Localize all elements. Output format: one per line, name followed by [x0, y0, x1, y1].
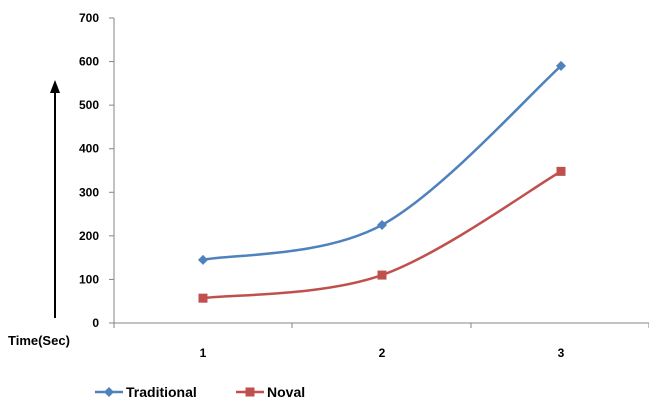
x-tick-label: 3 — [558, 346, 565, 360]
y-tick-label: 600 — [79, 55, 99, 69]
y-tick-labels: 0 100 200 300 400 500 600 700 — [79, 11, 114, 330]
data-point-traditional — [198, 254, 208, 265]
y-tick-label: 400 — [79, 142, 99, 156]
y-tick-label: 500 — [79, 98, 99, 112]
x-tick-labels: 1 2 3 — [113, 323, 649, 360]
data-point-noval — [377, 270, 387, 280]
y-arrow-head — [50, 80, 60, 93]
axes — [113, 18, 649, 324]
legend: Traditional Noval — [95, 384, 305, 400]
y-tick-label: 300 — [79, 185, 99, 199]
data-point-traditional — [556, 60, 566, 71]
y-tick-label: 0 — [92, 316, 99, 330]
y-arrow — [50, 80, 60, 318]
legend-marker-noval — [245, 387, 255, 397]
legend-marker-traditional — [104, 387, 114, 397]
x-tick-label: 1 — [200, 346, 207, 360]
data-point-noval — [556, 166, 566, 176]
legend-label-traditional: Traditional — [126, 384, 197, 400]
series-line-traditional — [202, 64, 562, 262]
data-point-traditional — [377, 219, 387, 230]
y-tick-label: 700 — [79, 11, 99, 25]
data-point-noval — [198, 293, 208, 303]
y-tick-label: 100 — [79, 272, 99, 286]
y-axis-label: Time(Sec) — [8, 333, 70, 348]
x-tick-label: 2 — [379, 346, 386, 360]
legend-label-noval: Noval — [267, 384, 305, 400]
series-group — [198, 60, 566, 303]
y-tick-label: 200 — [79, 229, 99, 243]
